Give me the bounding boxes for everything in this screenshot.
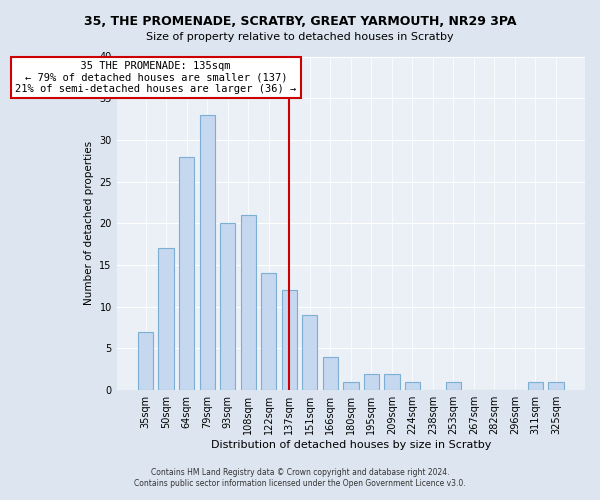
Bar	[548, 382, 564, 390]
Text: Size of property relative to detached houses in Scratby: Size of property relative to detached ho…	[146, 32, 454, 42]
Text: Contains HM Land Registry data © Crown copyright and database right 2024.
Contai: Contains HM Land Registry data © Crown c…	[134, 468, 466, 487]
Y-axis label: Number of detached properties: Number of detached properties	[84, 142, 94, 306]
Bar	[343, 382, 359, 390]
Bar	[220, 224, 235, 390]
Bar	[446, 382, 461, 390]
Bar	[200, 115, 215, 390]
Text: 35 THE PROMENADE: 135sqm  
← 79% of detached houses are smaller (137)
21% of sem: 35 THE PROMENADE: 135sqm ← 79% of detach…	[15, 60, 296, 94]
Bar	[404, 382, 420, 390]
Bar	[158, 248, 174, 390]
Bar	[138, 332, 154, 390]
Bar	[384, 374, 400, 390]
Bar	[364, 374, 379, 390]
Bar	[261, 274, 277, 390]
Bar	[179, 156, 194, 390]
Bar	[281, 290, 297, 390]
Bar	[323, 357, 338, 390]
Text: 35, THE PROMENADE, SCRATBY, GREAT YARMOUTH, NR29 3PA: 35, THE PROMENADE, SCRATBY, GREAT YARMOU…	[84, 15, 516, 28]
Bar	[302, 315, 317, 390]
X-axis label: Distribution of detached houses by size in Scratby: Distribution of detached houses by size …	[211, 440, 491, 450]
Bar	[241, 215, 256, 390]
Bar	[528, 382, 543, 390]
